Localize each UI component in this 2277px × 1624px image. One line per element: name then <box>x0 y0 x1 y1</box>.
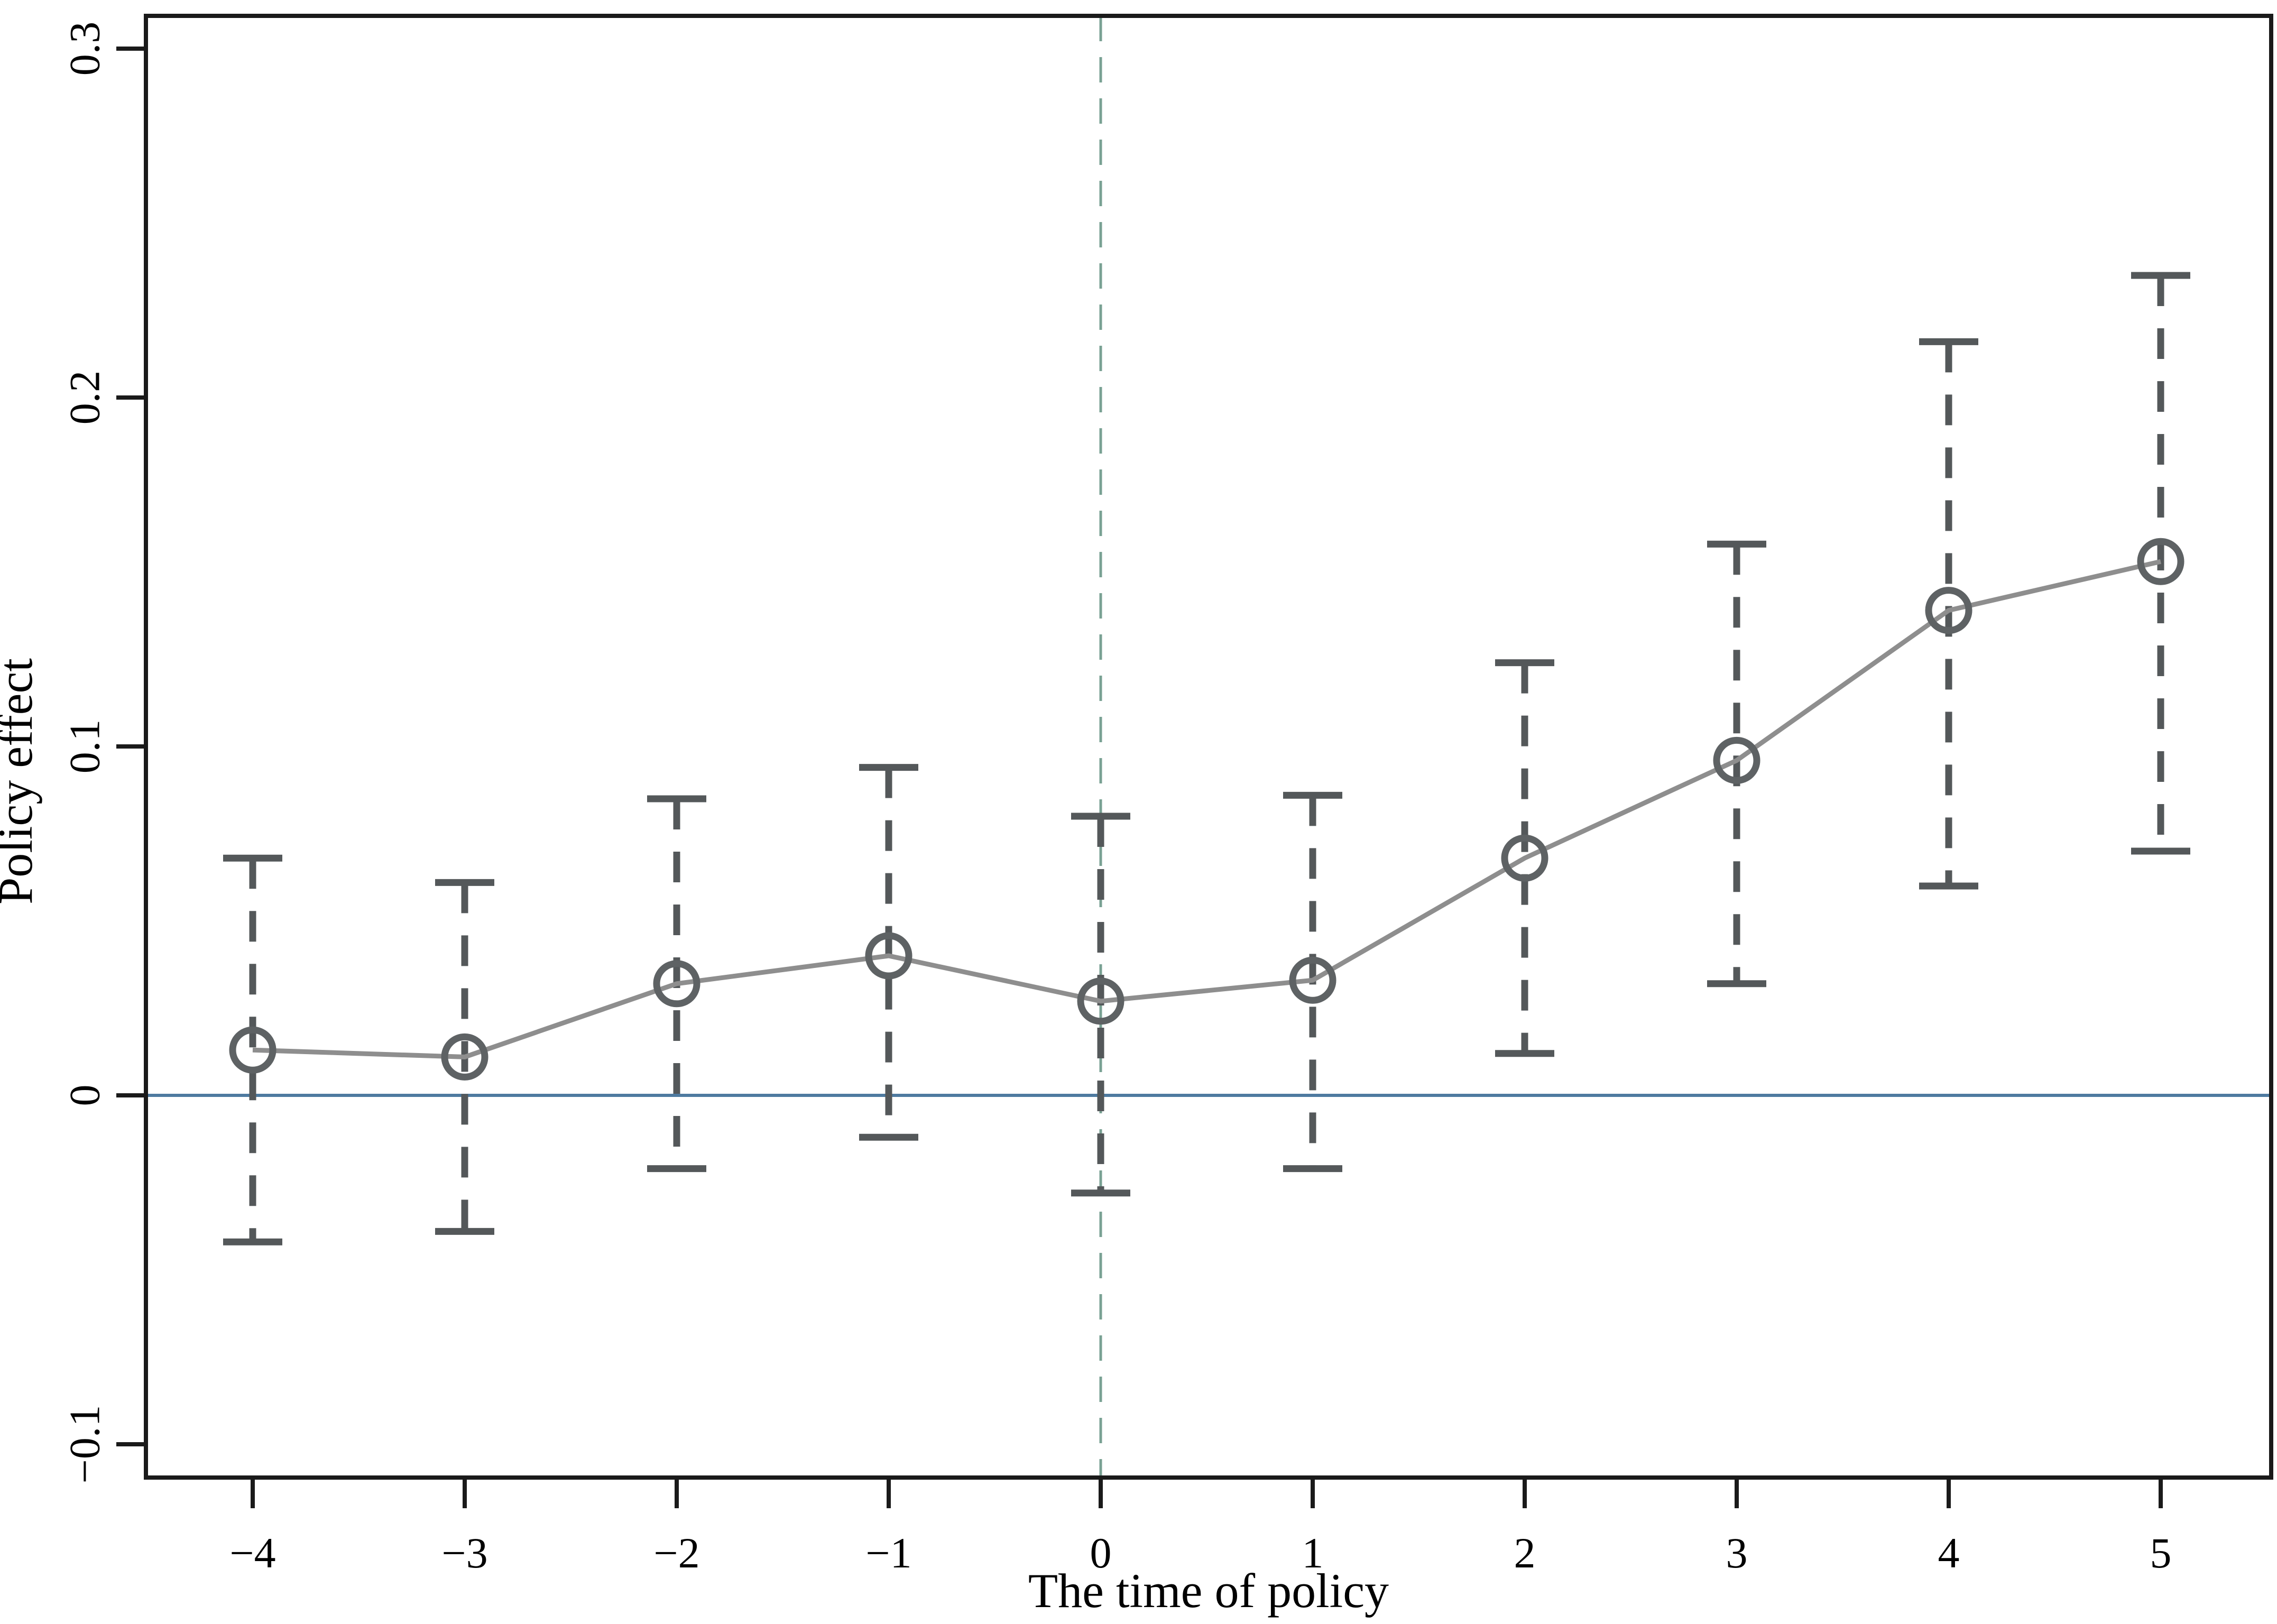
plot-layer: 0.3 0.2 0.1 0 −0.1 −4 −3 −2 −1 0 1 2 3 4 5 <box>61 14 2273 1577</box>
plot-frame <box>144 14 2273 1480</box>
data-point-marker <box>2137 538 2184 585</box>
x-axis-tick-label: −1 <box>865 1529 911 1577</box>
x-axis-tick-label: −4 <box>229 1529 275 1577</box>
y-axis-tick-label: 0 <box>61 1085 109 1106</box>
data-point-marker <box>1077 977 1124 1025</box>
x-axis-tick-label: 4 <box>1938 1529 1960 1577</box>
data-point-marker <box>653 960 700 1008</box>
x-axis-tick-label: 3 <box>1726 1529 1748 1577</box>
x-axis-tick-label: 1 <box>1302 1529 1324 1577</box>
x-axis-tick-label: 0 <box>1090 1529 1112 1577</box>
y-axis-tick-label: 0.3 <box>61 22 109 76</box>
data-point-marker <box>441 1033 488 1081</box>
estimate-line <box>252 559 2162 1059</box>
y-axis-tick-label: 0.2 <box>61 371 109 425</box>
x-axis-tick-label: −3 <box>441 1529 487 1577</box>
data-point-marker <box>865 932 912 980</box>
x-axis-tick-label: 5 <box>2150 1529 2172 1577</box>
x-axis-tick-label: 2 <box>1514 1529 1536 1577</box>
data-point-marker <box>229 1026 276 1074</box>
x-axis-title: The time of policy <box>1028 1564 1389 1618</box>
data-point-marker <box>1289 956 1336 1004</box>
data-point-marker <box>1925 587 1972 634</box>
y-axis-title: Policy effect <box>0 658 42 905</box>
data-point-marker <box>1501 834 1548 882</box>
x-axis-tick-label: −2 <box>653 1529 699 1577</box>
data-point-marker <box>1713 736 1760 784</box>
y-axis-tick-label: −0.1 <box>61 1405 109 1484</box>
y-axis-tick-label: 0.1 <box>61 719 109 774</box>
